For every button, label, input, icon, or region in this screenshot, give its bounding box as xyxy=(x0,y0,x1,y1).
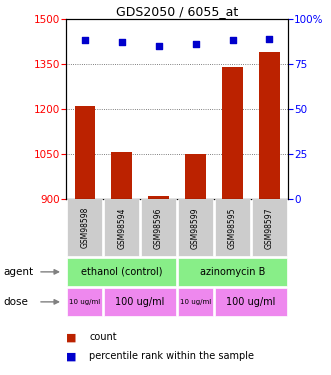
Text: GSM98596: GSM98596 xyxy=(154,207,163,249)
Text: 100 ug/ml: 100 ug/ml xyxy=(116,297,165,307)
Bar xyxy=(178,200,213,256)
Text: GSM98598: GSM98598 xyxy=(80,207,89,249)
Text: 100 ug/ml: 100 ug/ml xyxy=(226,297,276,307)
Bar xyxy=(222,67,243,199)
Point xyxy=(119,39,124,45)
Text: ■: ■ xyxy=(66,333,77,342)
Text: GSM98595: GSM98595 xyxy=(228,207,237,249)
Point xyxy=(230,38,235,44)
Bar xyxy=(215,200,250,256)
Text: GSM98594: GSM98594 xyxy=(117,207,126,249)
Bar xyxy=(67,288,102,316)
Text: ■: ■ xyxy=(66,351,77,361)
Bar xyxy=(67,200,102,256)
Bar xyxy=(148,196,169,199)
Bar xyxy=(252,200,287,256)
Text: 10 ug/ml: 10 ug/ml xyxy=(69,299,100,305)
Text: ethanol (control): ethanol (control) xyxy=(81,267,163,277)
Bar xyxy=(215,288,287,316)
Text: azinomycin B: azinomycin B xyxy=(200,267,265,277)
Text: GSM98599: GSM98599 xyxy=(191,207,200,249)
Text: count: count xyxy=(89,333,117,342)
Bar xyxy=(185,154,206,199)
Bar xyxy=(74,106,95,199)
Bar xyxy=(178,258,287,286)
Text: 10 ug/ml: 10 ug/ml xyxy=(180,299,211,305)
Bar xyxy=(259,52,280,199)
Point xyxy=(82,38,87,44)
Title: GDS2050 / 6055_at: GDS2050 / 6055_at xyxy=(116,4,238,18)
Bar xyxy=(112,152,132,199)
Point xyxy=(267,36,272,42)
Text: GSM98597: GSM98597 xyxy=(265,207,274,249)
Point xyxy=(193,41,198,47)
Point xyxy=(156,43,161,49)
Text: percentile rank within the sample: percentile rank within the sample xyxy=(89,351,254,361)
Text: dose: dose xyxy=(3,297,28,307)
Bar xyxy=(141,200,176,256)
Bar xyxy=(67,258,176,286)
Bar xyxy=(178,288,213,316)
Text: agent: agent xyxy=(3,267,33,277)
Bar xyxy=(104,288,176,316)
Bar xyxy=(104,200,139,256)
